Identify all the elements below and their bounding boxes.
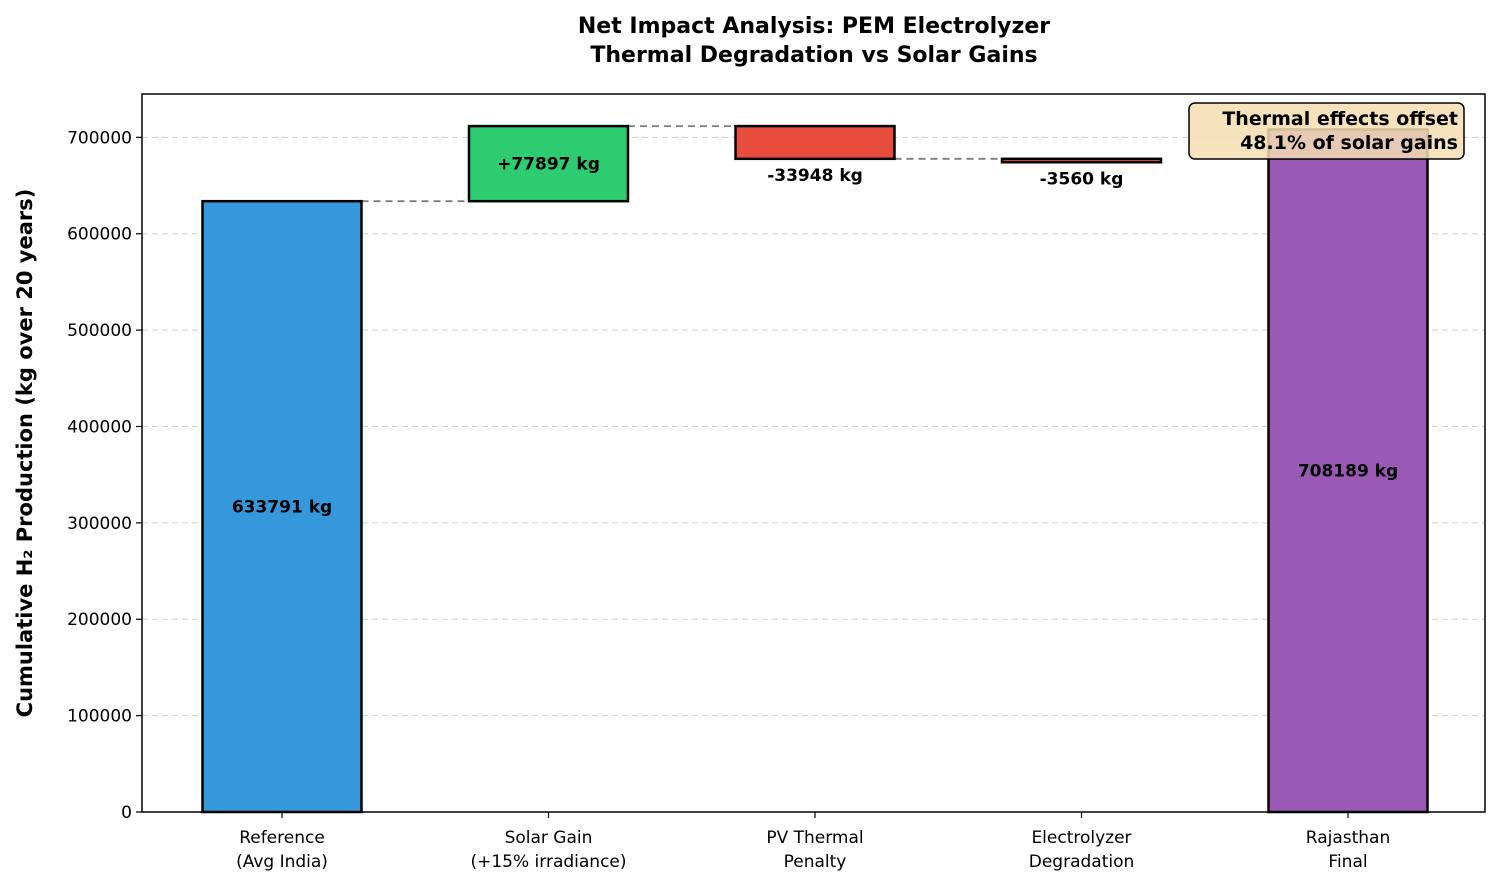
y-axis-label: Cumulative H₂ Production (kg over 20 yea… — [13, 189, 37, 718]
y-tick-label: 0 — [121, 803, 132, 823]
bar-value-label: +77897 kg — [497, 155, 600, 175]
y-tick-label: 700000 — [67, 128, 132, 148]
bar — [467, 124, 630, 203]
annotation-line-2: 48.1% of solar gains — [1240, 132, 1458, 154]
bar — [201, 199, 363, 814]
bar-value-label: -33948 kg — [767, 166, 863, 186]
bar-value-label: 708189 kg — [1298, 462, 1398, 482]
connector-lines — [361, 125, 1002, 203]
x-tick-label: Degradation — [1029, 852, 1135, 872]
thermal-offset-annotation: Thermal effects offset 48.1% of solar ga… — [1188, 102, 1465, 160]
y-tick-label: 200000 — [67, 610, 132, 630]
bars — [201, 124, 1429, 814]
x-tick-label: Solar Gain — [505, 828, 593, 848]
y-tick-label: 300000 — [67, 514, 132, 534]
x-axis-ticks: Reference (Avg India) Solar Gain (+15% irra… — [236, 812, 1390, 872]
annotation-box — [1188, 102, 1465, 160]
x-tick-label: PV Thermal — [766, 828, 863, 848]
plot-frame — [141, 93, 1486, 813]
x-tick-label: (+15% irradiance) — [470, 852, 626, 872]
y-tick-label: 500000 — [67, 321, 132, 341]
y-tick-label: 600000 — [67, 225, 132, 245]
bar-value-label: 633791 kg — [232, 498, 332, 518]
chart-title: Net Impact Analysis: PEM Electrolyzer Th… — [578, 14, 1050, 68]
y-tick-label: 100000 — [67, 707, 132, 727]
x-tick-label: Reference — [239, 828, 325, 848]
bar-value-labels: 633791 kg +77897 kg -33948 kg -3560 kg 70818… — [232, 155, 1398, 518]
bar — [1000, 157, 1163, 164]
x-tick-label: (Avg India) — [236, 852, 328, 872]
chart-title-line-2: Thermal Degradation vs Solar Gains — [590, 43, 1037, 68]
x-tick-label: Final — [1328, 852, 1367, 872]
y-axis-ticks: 0 100000 200000 300000 400000 500000 600000 700… — [67, 128, 142, 823]
y-tick-label: 400000 — [67, 417, 132, 437]
annotation-line-1: Thermal effects offset — [1222, 108, 1458, 130]
x-tick-label: Penalty — [784, 852, 847, 872]
x-tick-label: Electrolyzer — [1031, 828, 1131, 848]
bar — [734, 124, 896, 161]
x-tick-label: Rajasthan — [1306, 828, 1391, 848]
bar-value-label: -3560 kg — [1040, 169, 1124, 189]
chart-title-line-1: Net Impact Analysis: PEM Electrolyzer — [578, 14, 1050, 39]
bar — [1267, 128, 1429, 814]
